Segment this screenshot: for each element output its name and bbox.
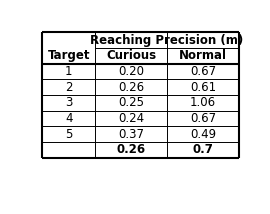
Text: 0.26: 0.26 (117, 143, 146, 156)
Text: Target: Target (48, 49, 90, 62)
Text: 0.67: 0.67 (190, 65, 216, 78)
Text: Normal: Normal (179, 49, 227, 62)
Text: 0.37: 0.37 (118, 128, 144, 141)
Text: 0.61: 0.61 (190, 80, 216, 94)
Text: 0.24: 0.24 (118, 112, 144, 125)
Text: 0.49: 0.49 (190, 128, 216, 141)
Text: Reaching Precision (m): Reaching Precision (m) (90, 34, 244, 47)
Text: 1.06: 1.06 (190, 96, 216, 109)
Text: 5: 5 (65, 128, 72, 141)
Text: Curious: Curious (106, 49, 156, 62)
Text: 4: 4 (65, 112, 72, 125)
Text: 2: 2 (65, 80, 72, 94)
Text: 0.20: 0.20 (118, 65, 144, 78)
Text: 0.25: 0.25 (118, 96, 144, 109)
Text: 0.7: 0.7 (193, 143, 213, 156)
Text: 0.26: 0.26 (118, 80, 144, 94)
Text: 3: 3 (65, 96, 72, 109)
Text: 0.67: 0.67 (190, 112, 216, 125)
Text: 1: 1 (65, 65, 72, 78)
